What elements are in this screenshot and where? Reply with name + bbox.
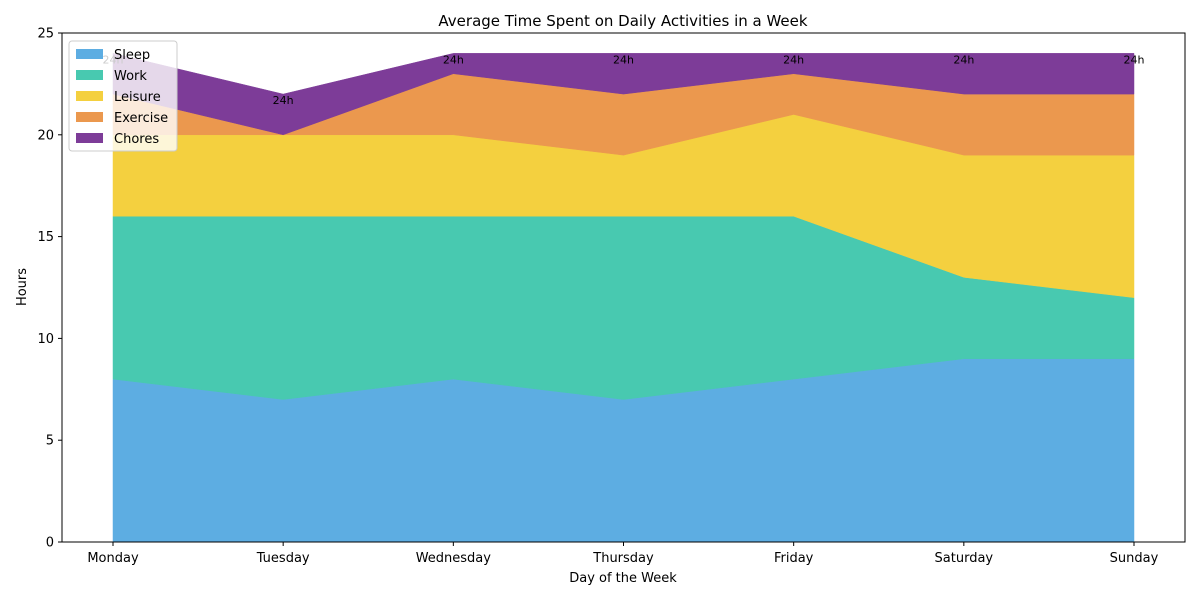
x-tick-label: Thursday bbox=[592, 551, 654, 566]
y-axis-label: Hours bbox=[15, 268, 30, 306]
x-tick-label: Wednesday bbox=[416, 551, 492, 566]
x-tick-label: Saturday bbox=[935, 551, 994, 566]
x-tick-label: Tuesday bbox=[256, 551, 310, 566]
legend-swatch-leisure bbox=[76, 91, 103, 101]
area-chores bbox=[112, 53, 1135, 136]
legend: Sleep Work Leisure Exercise Chores bbox=[68, 40, 178, 152]
x-tick-label: Friday bbox=[774, 551, 814, 566]
legend-box bbox=[68, 40, 178, 152]
chart-title: Average Time Spent on Daily Activities i… bbox=[438, 12, 807, 30]
legend-swatch-sleep bbox=[76, 49, 103, 59]
y-tick-label: 5 bbox=[46, 434, 54, 449]
y-tick-label: 15 bbox=[37, 230, 54, 245]
total-annotation: 24h bbox=[443, 53, 464, 66]
x-axis-label: Day of the Week bbox=[569, 571, 677, 586]
y-tick-label: 10 bbox=[37, 332, 54, 347]
total-annotation: 24h bbox=[613, 53, 634, 66]
legend-label-work: Work bbox=[114, 69, 147, 84]
x-tick-label: Monday bbox=[87, 551, 139, 566]
legend-swatch-chores bbox=[76, 133, 103, 143]
total-annotation: 24h bbox=[273, 94, 294, 107]
legend-swatch-exercise bbox=[76, 112, 103, 122]
total-annotation: 24h bbox=[1124, 53, 1145, 66]
legend-label-leisure: Leisure bbox=[114, 90, 161, 105]
y-tick-label: 25 bbox=[37, 27, 54, 42]
legend-swatch-work bbox=[76, 70, 103, 80]
x-tick-label: Sunday bbox=[1110, 551, 1159, 566]
area-layers bbox=[112, 53, 1135, 543]
y-tick-label: 0 bbox=[46, 536, 54, 551]
legend-label-exercise: Exercise bbox=[114, 111, 168, 126]
y-axis-ticks: 0 5 10 15 20 25 bbox=[37, 27, 62, 551]
x-axis-ticks: Monday Tuesday Wednesday Thursday Friday Satu… bbox=[87, 542, 1159, 566]
legend-label-sleep: Sleep bbox=[114, 48, 150, 63]
total-annotation: 24h bbox=[953, 53, 974, 66]
total-annotation: 24h bbox=[783, 53, 804, 66]
y-tick-label: 20 bbox=[37, 128, 54, 143]
legend-label-chores: Chores bbox=[114, 132, 159, 147]
